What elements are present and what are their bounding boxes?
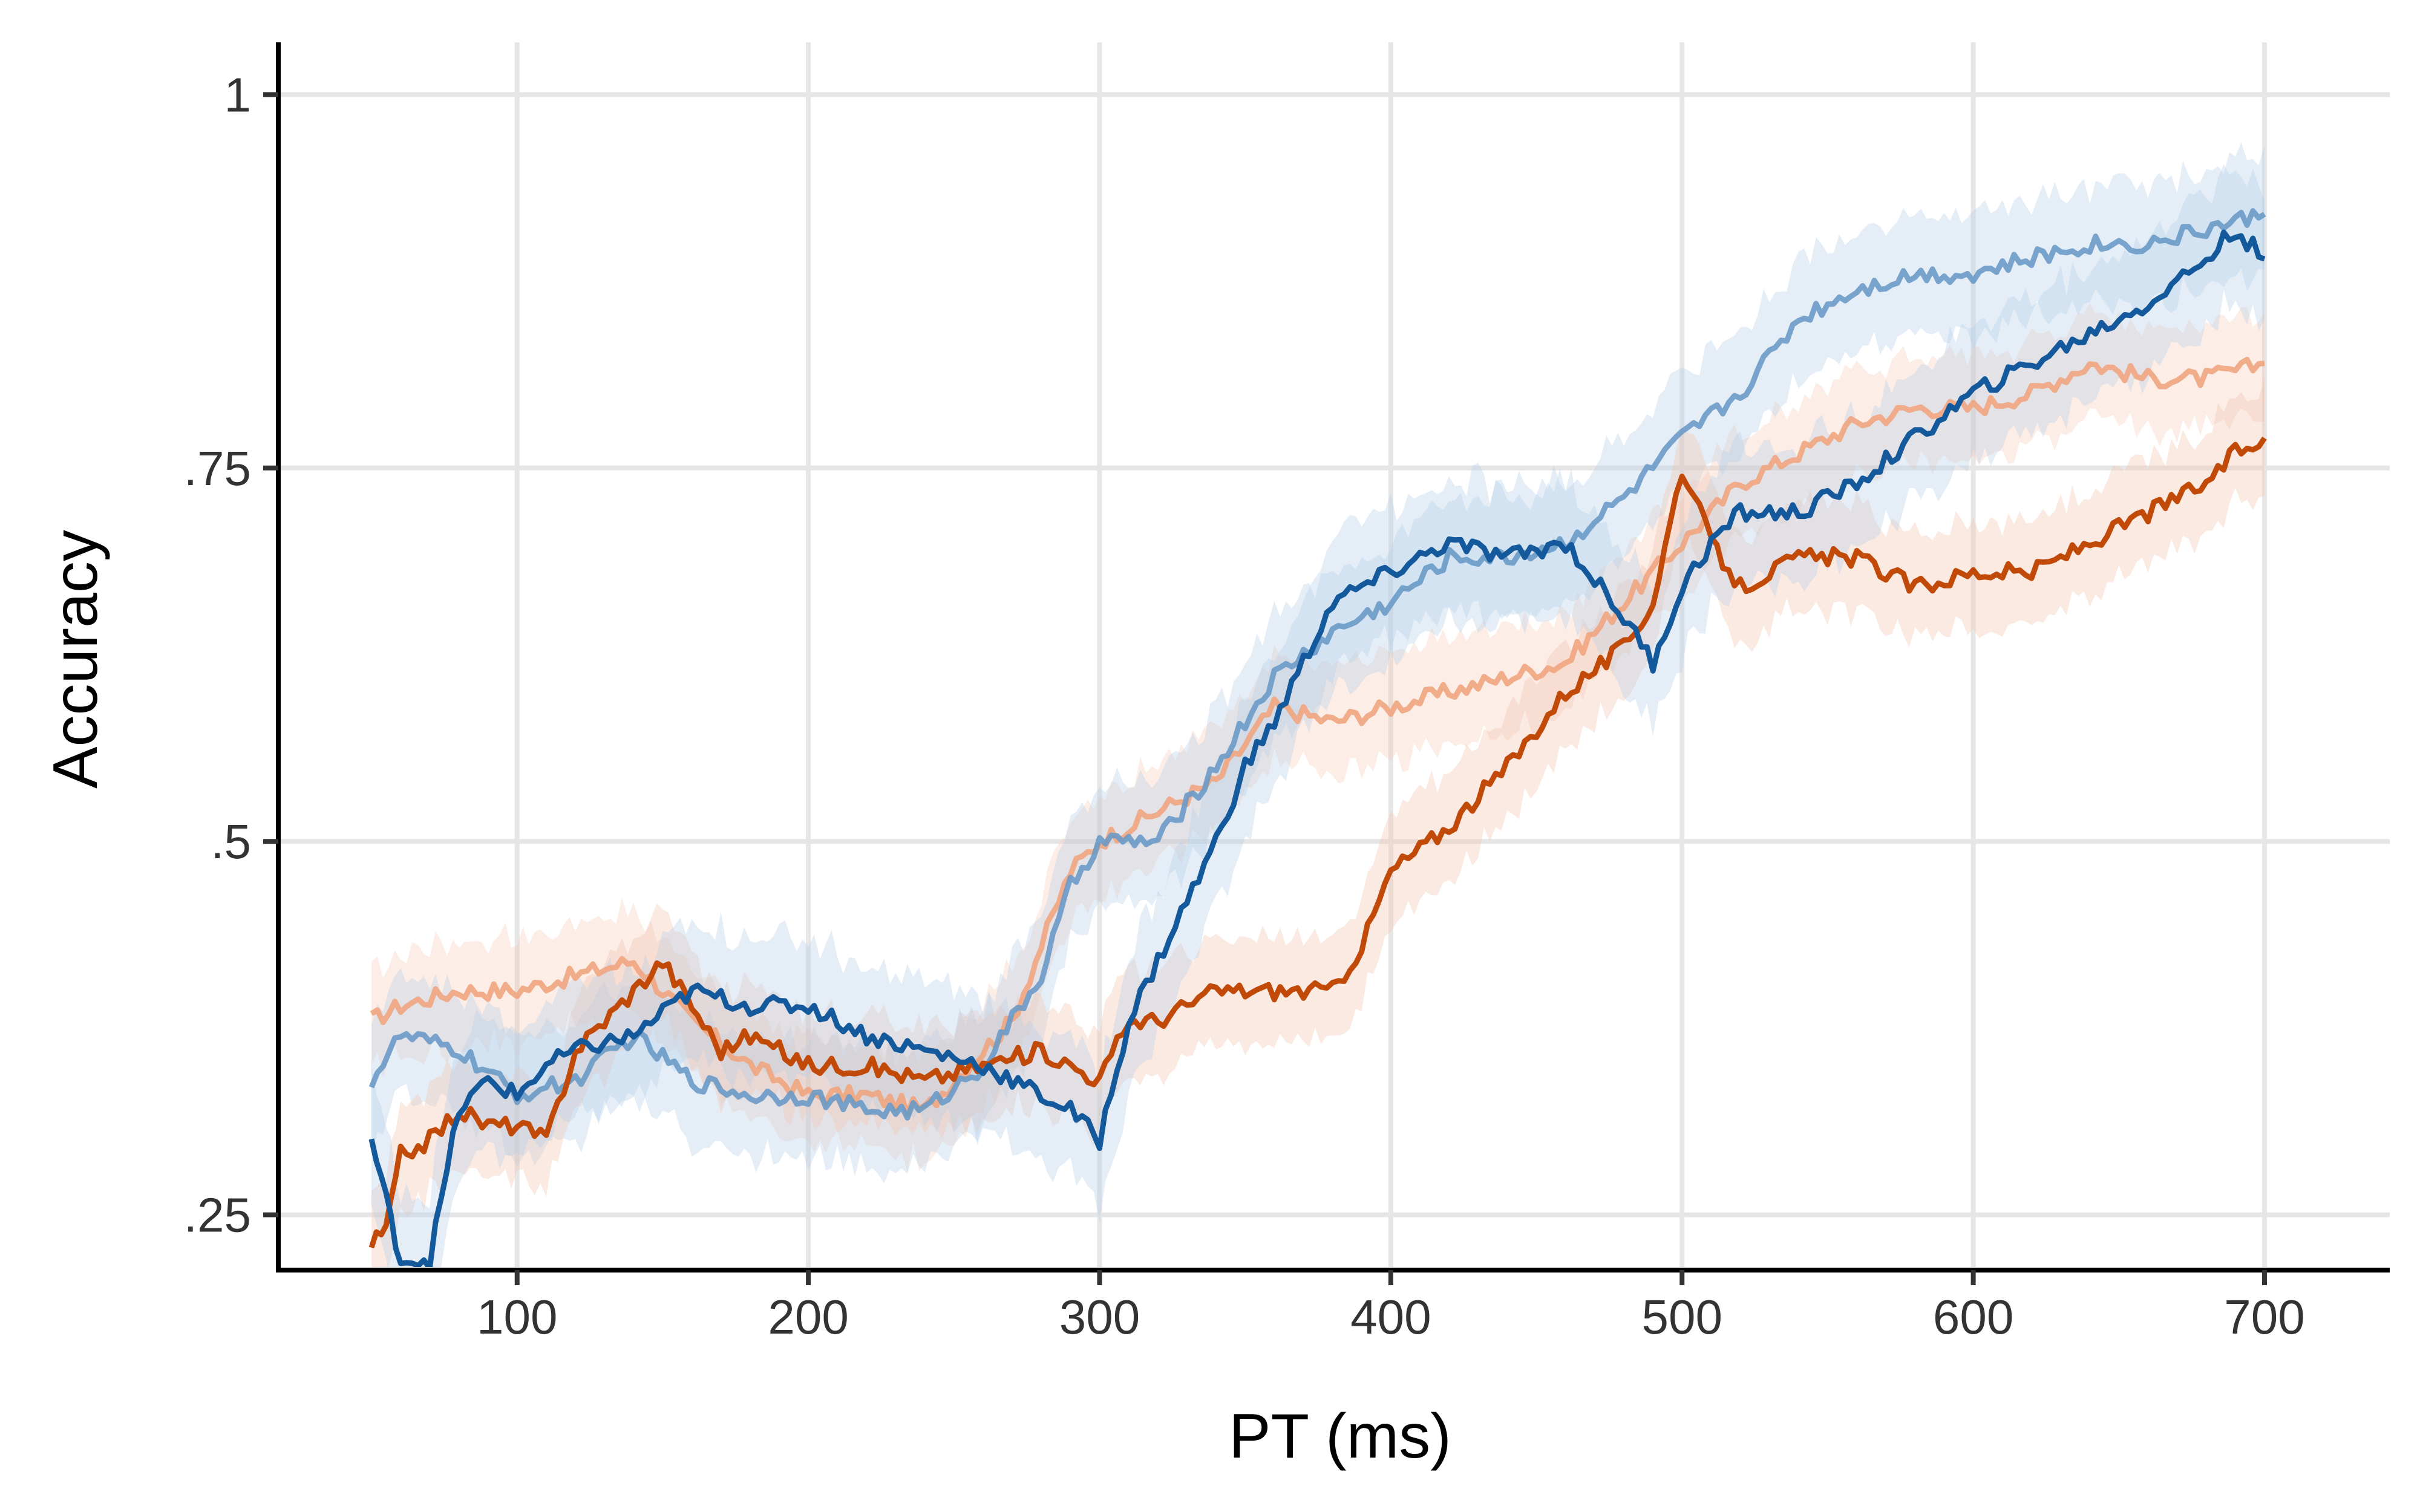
axes — [276, 42, 2390, 1272]
series-lines — [368, 208, 2267, 1267]
confidence-band — [371, 142, 2265, 1184]
x-axis-title: PT (ms) — [1229, 1401, 1451, 1471]
confidence-band — [371, 302, 2265, 1172]
confidence-band — [371, 164, 2265, 1267]
y-tick-label: .25 — [184, 1188, 251, 1242]
series-line — [368, 208, 2266, 1121]
x-tick-label: 400 — [1350, 1290, 1431, 1344]
y-tick-label: 1 — [224, 68, 252, 122]
x-tick-label: 100 — [477, 1290, 557, 1344]
y-axis-ticks: .25 .5 .75 1 — [184, 68, 278, 1242]
gridlines — [278, 42, 2390, 1267]
series-line — [370, 356, 2265, 1117]
confidence-band — [371, 376, 2265, 1267]
x-tick-label: 500 — [1642, 1290, 1722, 1344]
y-axis-title: Accuracy — [41, 530, 111, 789]
x-tick-label: 300 — [1059, 1290, 1140, 1344]
x-axis-ticks: 100 200 300 400 500 600 700 — [477, 1270, 2305, 1344]
y-tick-label: .75 — [184, 442, 251, 495]
series-line — [368, 436, 2267, 1249]
y-tick-label: .5 — [211, 815, 251, 868]
confidence-bands — [371, 142, 2265, 1267]
series-line — [368, 229, 2266, 1267]
x-tick-label: 200 — [768, 1290, 848, 1344]
x-tick-label: 700 — [2224, 1290, 2304, 1344]
x-tick-label: 600 — [1933, 1290, 2013, 1344]
